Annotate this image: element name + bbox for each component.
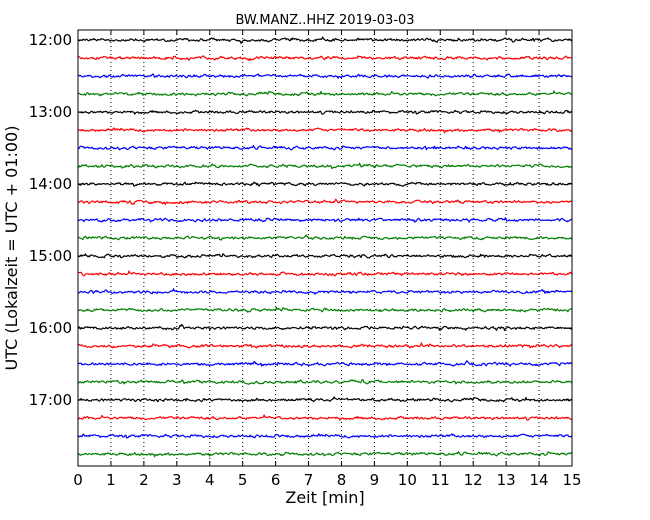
- trace-line: [77, 270, 573, 277]
- y-axis-ticks: 12:00 13:00 14:00 15:00 16:00 17:00: [29, 31, 572, 409]
- trace-line: [77, 342, 573, 349]
- plot-frame: [77, 29, 573, 467]
- trace-line: [77, 253, 573, 259]
- trace-line: [77, 181, 573, 187]
- x-axis-ticks: 0 1 2 3 4 5 6 7 8 9 10 11 12 13 14 15: [73, 30, 582, 489]
- trace-line: [77, 324, 573, 332]
- x-tick-label: 4: [205, 471, 215, 489]
- trace-line: [77, 162, 573, 169]
- x-tick-label: 3: [172, 471, 182, 489]
- y-tick-label: 13:00: [29, 103, 72, 121]
- trace-line: [77, 109, 573, 115]
- trace-line: [77, 145, 573, 151]
- trace-line: [77, 288, 573, 295]
- x-tick-label: 7: [304, 471, 314, 489]
- trace-line: [77, 360, 573, 367]
- trace-line: [77, 73, 573, 79]
- y-tick-label: 15:00: [29, 247, 72, 265]
- trace-line: [77, 414, 573, 421]
- chart-title: BW.MANZ..HHZ 2019-03-03: [235, 13, 414, 28]
- trace-line: [77, 198, 573, 205]
- x-tick-label: 9: [370, 471, 380, 489]
- trace-line: [77, 217, 572, 223]
- trace-line: [77, 396, 573, 403]
- y-tick-label: 12:00: [29, 31, 72, 49]
- y-tick-label: 16:00: [29, 319, 72, 337]
- grid-lines: [110, 30, 540, 466]
- x-tick-label: 1: [106, 471, 116, 489]
- x-tick-label: 5: [238, 471, 248, 489]
- trace-line: [77, 451, 573, 458]
- x-tick-label: 11: [431, 471, 450, 489]
- x-tick-label: 6: [271, 471, 281, 489]
- x-tick-label: 13: [497, 471, 516, 489]
- y-tick-label: 17:00: [29, 391, 72, 409]
- x-axis-label: Zeit [min]: [285, 488, 364, 507]
- trace-line: [77, 306, 573, 313]
- trace-line: [77, 90, 573, 97]
- trace-line: [77, 55, 573, 62]
- x-tick-label: 10: [398, 471, 417, 489]
- trace-line: [77, 127, 573, 134]
- trace-line: [77, 36, 573, 44]
- x-tick-label: 0: [73, 471, 83, 489]
- x-tick-label: 14: [530, 471, 549, 489]
- trace-line: [77, 433, 573, 439]
- y-tick-label: 14:00: [29, 175, 72, 193]
- x-tick-label: 15: [562, 471, 581, 489]
- x-tick-label: 12: [464, 471, 483, 489]
- trace-line: [77, 379, 573, 385]
- x-tick-label: 8: [337, 471, 347, 489]
- y-axis-label: UTC (Lokalzeit = UTC + 01:00): [2, 126, 21, 371]
- seismic-traces: [77, 36, 573, 458]
- x-tick-label: 2: [139, 471, 149, 489]
- trace-line: [77, 234, 573, 241]
